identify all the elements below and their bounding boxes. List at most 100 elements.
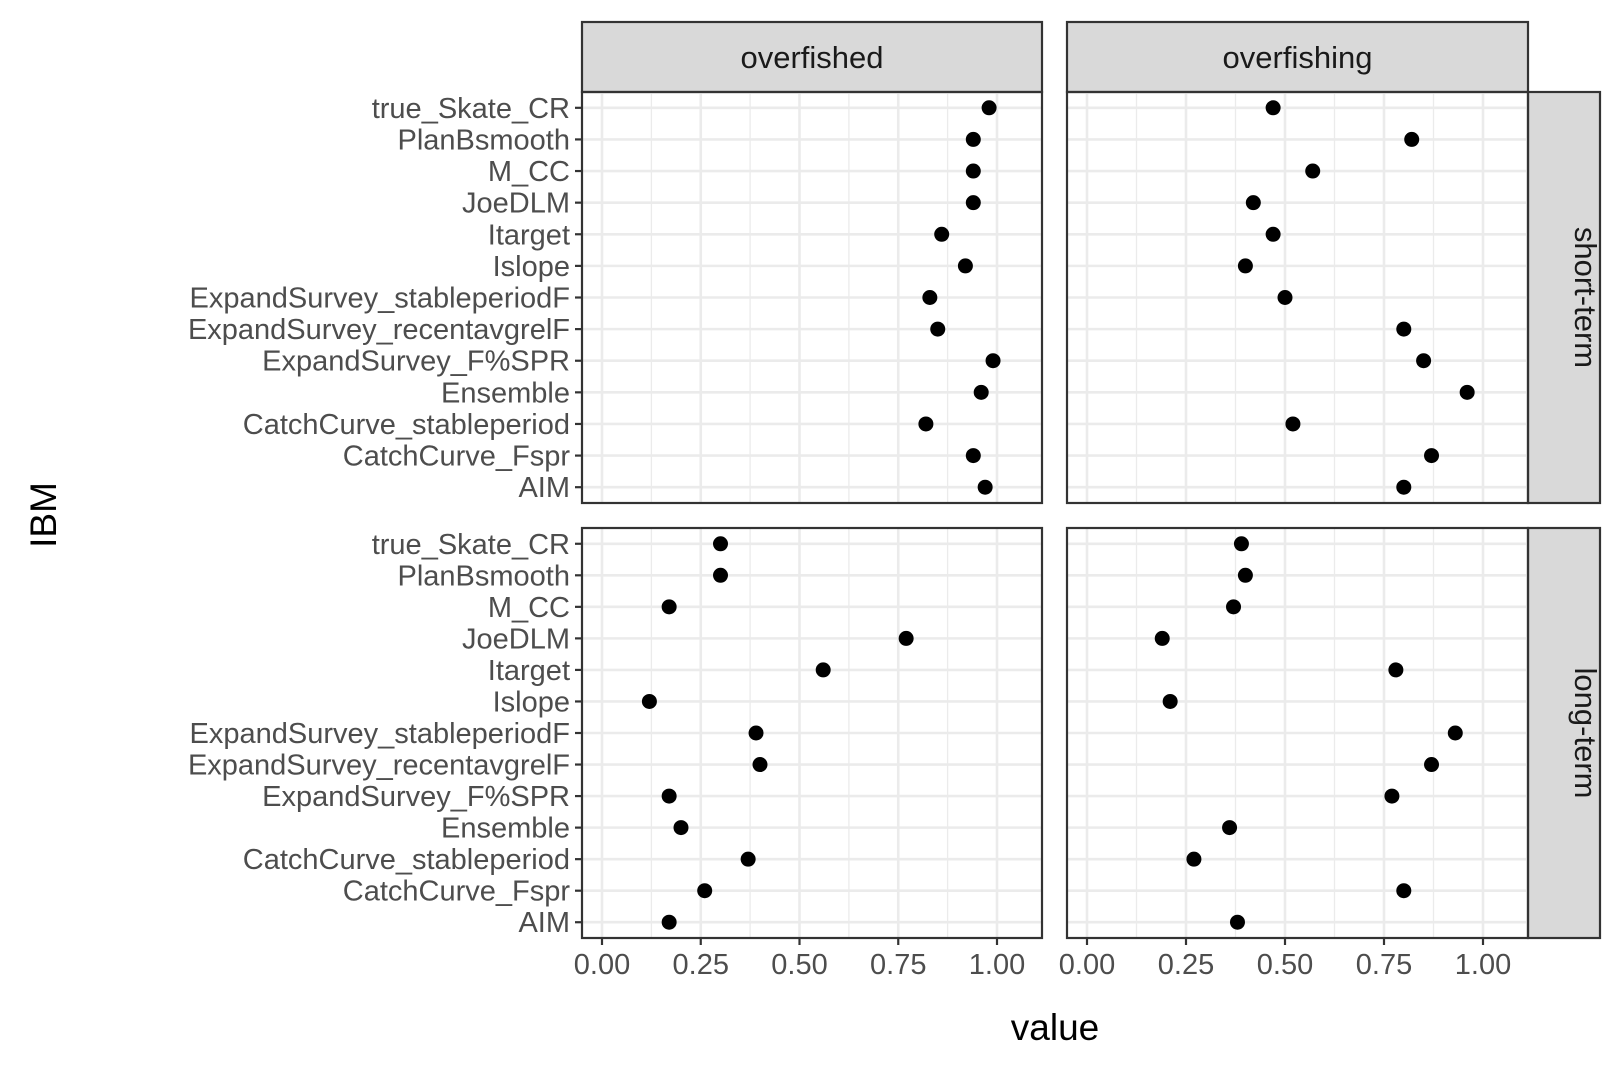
- y-tick-label: Islope: [493, 686, 570, 718]
- data-point-Islope: [1237, 258, 1253, 274]
- x-tick-label: 0.75: [1356, 949, 1412, 981]
- column-strip-label: overfishing: [1223, 40, 1373, 75]
- data-point-ExpandSurvey_recentavgrelF: [752, 757, 768, 773]
- y-tick-label: Ensemble: [441, 377, 570, 409]
- panel-long-term-overfished: [580, 526, 1044, 940]
- panels-layer: overfished overfishing short-term long-term…: [188, 20, 1603, 981]
- data-point-ExpandSurvey_stableperiodF: [1277, 290, 1293, 305]
- y-tick-label: CatchCurve_Fspr: [343, 441, 571, 473]
- y-tick-label: true_Skate_CR: [372, 529, 570, 561]
- data-point-ExpandSurvey_F%SPR: [1384, 788, 1400, 804]
- y-tick-label: M_CC: [488, 592, 570, 624]
- data-point-ExpandSurvey_recentavgrelF: [1424, 757, 1440, 773]
- data-point-AIM: [661, 914, 677, 930]
- data-point-Itarget: [934, 226, 950, 242]
- y-tick-label: Ensemble: [441, 813, 570, 845]
- data-point-ExpandSurvey_F%SPR: [661, 788, 677, 804]
- data-point-PlanBsmooth: [1237, 567, 1253, 583]
- data-point-Itarget: [1388, 662, 1404, 678]
- data-point-PlanBsmooth: [1404, 131, 1420, 147]
- data-point-AIM: [1229, 914, 1245, 930]
- column-strip-overfished: [580, 20, 1044, 94]
- data-point-M_CC: [1305, 163, 1321, 179]
- data-point-PlanBsmooth: [965, 131, 981, 147]
- data-point-CatchCurve_Fspr: [697, 883, 713, 899]
- data-point-Ensemble: [673, 820, 689, 836]
- row-strip-label: short-term: [1568, 227, 1603, 368]
- data-point-CatchCurve_stableperiod: [740, 851, 756, 867]
- panel-short-term-overfishing: [1065, 90, 1530, 505]
- row-strip-short-term: [1526, 90, 1602, 505]
- data-point-Ensemble: [1459, 384, 1475, 400]
- data-point-ExpandSurvey_stableperiodF: [922, 290, 938, 305]
- data-point-ExpandSurvey_stableperiodF: [748, 725, 764, 741]
- x-tick-label: 0.00: [574, 949, 630, 981]
- data-point-M_CC: [965, 163, 981, 179]
- data-point-Itarget: [1265, 226, 1281, 242]
- data-point-ExpandSurvey_recentavgrelF: [930, 321, 946, 337]
- data-point-CatchCurve_Fspr: [1424, 448, 1440, 464]
- data-point-Itarget: [815, 662, 831, 678]
- y-tick-label: CatchCurve_Fspr: [343, 876, 571, 908]
- y-tick-label: ExpandSurvey_F%SPR: [262, 346, 570, 378]
- y-tick-label: ExpandSurvey_recentavgrelF: [188, 314, 570, 346]
- data-point-ExpandSurvey_F%SPR: [985, 353, 1001, 369]
- data-point-CatchCurve_stableperiod: [918, 416, 934, 432]
- data-point-PlanBsmooth: [713, 567, 728, 583]
- y-tick-label: true_Skate_CR: [372, 93, 570, 125]
- x-tick-label: 1.00: [1455, 949, 1511, 981]
- data-point-ExpandSurvey_recentavgrelF: [1396, 321, 1412, 337]
- x-tick-label: 0.00: [1059, 949, 1115, 981]
- data-point-true_Skate_CR: [981, 100, 997, 116]
- x-tick-label: 0.50: [771, 949, 827, 981]
- column-strip-label: overfished: [740, 40, 883, 75]
- data-point-JoeDLM: [898, 630, 914, 646]
- row-strip-long-term: [1526, 526, 1602, 940]
- data-point-ExpandSurvey_stableperiodF: [1447, 725, 1463, 741]
- x-axis-title: value: [1011, 1007, 1099, 1048]
- data-point-true_Skate_CR: [1265, 100, 1281, 116]
- data-point-CatchCurve_stableperiod: [1285, 416, 1301, 432]
- data-point-Islope: [641, 693, 657, 709]
- y-tick-label: M_CC: [488, 156, 570, 188]
- panel-border: [1065, 90, 1530, 505]
- data-point-CatchCurve_Fspr: [965, 448, 981, 464]
- y-tick-label: PlanBsmooth: [398, 560, 571, 592]
- data-point-Islope: [1162, 693, 1178, 709]
- data-point-Islope: [957, 258, 973, 274]
- y-tick-label: PlanBsmooth: [398, 124, 571, 156]
- x-tick-label: 1.00: [969, 949, 1025, 981]
- x-tick-label: 0.25: [673, 949, 729, 981]
- data-point-JoeDLM: [1245, 195, 1261, 211]
- x-tick-label: 0.75: [870, 949, 926, 981]
- data-point-M_CC: [1226, 599, 1242, 615]
- y-tick-label: JoeDLM: [462, 623, 570, 655]
- y-tick-label: Islope: [493, 251, 570, 283]
- data-point-Ensemble: [973, 384, 989, 400]
- y-tick-label: CatchCurve_stableperiod: [243, 409, 570, 441]
- data-point-JoeDLM: [1154, 630, 1170, 646]
- data-point-true_Skate_CR: [1233, 536, 1249, 552]
- y-tick-label: AIM: [518, 472, 570, 504]
- y-tick-label: ExpandSurvey_stableperiodF: [190, 283, 570, 315]
- data-point-true_Skate_CR: [713, 536, 728, 552]
- y-tick-label: Itarget: [488, 219, 570, 251]
- y-tick-label: AIM: [518, 907, 570, 939]
- row-strip-label: long-term: [1568, 668, 1603, 799]
- y-tick-label: JoeDLM: [462, 188, 570, 220]
- panel-border: [1065, 526, 1530, 940]
- y-tick-label: CatchCurve_stableperiod: [243, 844, 570, 876]
- data-point-ExpandSurvey_F%SPR: [1416, 353, 1432, 369]
- data-point-CatchCurve_Fspr: [1396, 883, 1412, 899]
- data-point-AIM: [977, 479, 993, 495]
- panel-long-term-overfishing: [1065, 526, 1530, 940]
- x-tick-label: 0.25: [1158, 949, 1214, 981]
- y-tick-label: ExpandSurvey_stableperiodF: [190, 718, 570, 750]
- panel-short-term-overfished: [580, 90, 1044, 505]
- data-point-Ensemble: [1222, 820, 1238, 836]
- data-point-CatchCurve_stableperiod: [1186, 851, 1202, 867]
- data-point-AIM: [1396, 479, 1412, 495]
- y-tick-label: ExpandSurvey_recentavgrelF: [188, 750, 570, 782]
- y-tick-label: ExpandSurvey_F%SPR: [262, 781, 570, 813]
